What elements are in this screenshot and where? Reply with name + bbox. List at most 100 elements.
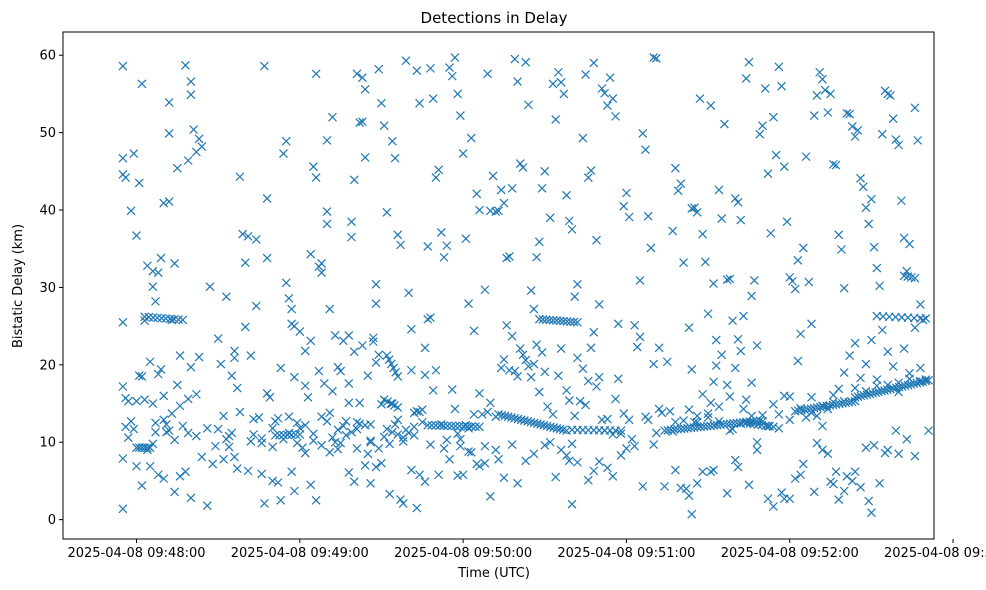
data-point (431, 365, 441, 375)
data-point (545, 422, 555, 432)
data-point (175, 351, 185, 360)
data-point (524, 100, 533, 110)
data-point (643, 211, 653, 221)
data-point (183, 156, 193, 165)
data-point (616, 426, 626, 436)
data-point (374, 444, 384, 453)
data-point (341, 416, 351, 426)
data-point (284, 412, 294, 422)
data-point (684, 491, 694, 501)
data-point (382, 351, 392, 360)
data-point (507, 183, 517, 193)
data-point (649, 53, 659, 62)
data-point (834, 495, 844, 504)
data-point (291, 430, 301, 440)
data-point (393, 372, 403, 381)
data-point (360, 461, 370, 470)
data-point (445, 454, 454, 464)
data-point (906, 272, 916, 282)
data-point (453, 429, 463, 439)
data-point (850, 383, 860, 393)
data-point (428, 385, 438, 395)
data-point (197, 142, 207, 151)
data-point (230, 353, 239, 363)
data-point (363, 371, 373, 381)
plot-area: 2025-04-08 09:48:00 2025-04-08 09:49:00 20… (39, 31, 986, 561)
data-point (793, 255, 803, 265)
data-point (281, 136, 291, 146)
data-point (389, 363, 398, 373)
data-point (684, 405, 694, 415)
data-point (796, 329, 806, 339)
data-point (121, 422, 131, 432)
data-point (186, 90, 196, 100)
data-point (875, 478, 884, 488)
data-point (616, 429, 626, 439)
data-point (583, 475, 593, 485)
data-point (755, 129, 765, 139)
data-point (423, 314, 433, 324)
data-point (553, 67, 563, 77)
data-point (706, 398, 716, 408)
data-point (730, 193, 740, 203)
data-point (164, 98, 174, 107)
data-point (153, 470, 163, 480)
data-point (118, 454, 128, 463)
data-point (287, 430, 297, 440)
data-point (148, 266, 158, 276)
data-point (502, 320, 512, 330)
data-point (662, 357, 672, 367)
data-point (463, 421, 472, 431)
data-point (496, 185, 506, 195)
data-point (159, 474, 169, 484)
data-point (589, 58, 599, 68)
data-point (567, 499, 577, 509)
data-point (300, 448, 310, 458)
data-point (581, 400, 591, 410)
data-point (624, 212, 634, 222)
data-point (905, 239, 914, 249)
data-point (592, 235, 601, 245)
data-point (317, 440, 327, 450)
data-point (148, 282, 158, 292)
data-point (687, 204, 697, 213)
data-point (850, 338, 860, 348)
data-point (578, 133, 588, 143)
data-point (853, 125, 863, 135)
data-point (357, 117, 367, 127)
data-point (480, 458, 490, 468)
data-point (246, 437, 256, 446)
data-point (181, 467, 190, 477)
data-point (594, 300, 604, 309)
data-point (471, 422, 480, 432)
data-point (262, 253, 272, 263)
data-point (709, 279, 718, 288)
data-point (459, 421, 468, 431)
x-tick-label: 2025-04-08 09:50:00 (394, 546, 532, 561)
data-point (537, 348, 547, 357)
data-point (276, 363, 286, 373)
data-point (817, 445, 827, 455)
data-point (856, 173, 865, 183)
data-point (132, 396, 141, 406)
data-point (894, 140, 904, 150)
data-point (308, 162, 318, 172)
data-point (670, 163, 680, 173)
data-point (793, 356, 803, 366)
data-point (118, 153, 128, 163)
data-point (300, 346, 310, 356)
data-point (352, 444, 362, 453)
data-point (300, 420, 310, 430)
data-point (371, 358, 381, 367)
data-point (235, 172, 245, 182)
data-point (333, 444, 343, 454)
data-point (915, 363, 925, 373)
data-point (344, 378, 354, 388)
data-point (328, 386, 337, 396)
data-point (336, 366, 346, 376)
x-tick-label: 2025-04-08 09:48:00 (67, 546, 205, 561)
data-point (123, 433, 133, 443)
data-point (861, 359, 871, 369)
data-point (529, 359, 539, 369)
data-point (924, 426, 933, 436)
